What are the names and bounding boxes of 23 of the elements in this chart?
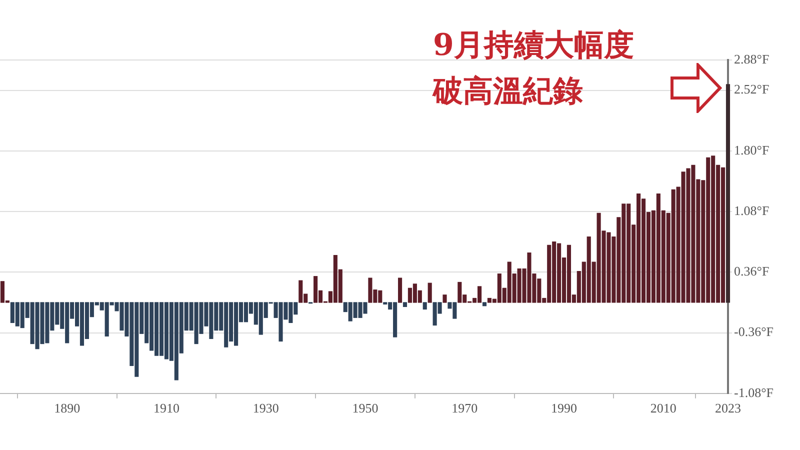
x-tick-label: 1950 [352, 400, 378, 416]
y-tick-label: 1.08°F [734, 202, 770, 218]
bar [442, 294, 447, 303]
bar [482, 302, 487, 306]
x-tick-label: 1890 [54, 400, 80, 416]
bar [398, 278, 402, 303]
x-tick-label: 1910 [153, 400, 180, 416]
x-tick-label: 1970 [452, 400, 478, 416]
annotation: 9月持續大幅度破高溫紀錄 [432, 28, 634, 109]
y-tick-label: 0.36°F [734, 264, 770, 279]
x-tick-label: 2023 [715, 400, 741, 416]
y-tick-label: 2.88°F [734, 51, 770, 66]
bar [428, 282, 432, 303]
bar [726, 84, 730, 303]
y-tick-label: 2.52°F [734, 82, 770, 97]
y-tick-label: 1.80°F [734, 142, 770, 158]
x-tick-label: 1930 [252, 400, 279, 416]
x-tick-label: 1990 [551, 400, 578, 416]
x-tick-label: 2010 [650, 400, 676, 416]
y-tick-label: -1.08°F [734, 384, 774, 400]
bar [402, 302, 408, 308]
y-tick-label: -0.36°F [734, 324, 774, 340]
bar [422, 302, 427, 310]
